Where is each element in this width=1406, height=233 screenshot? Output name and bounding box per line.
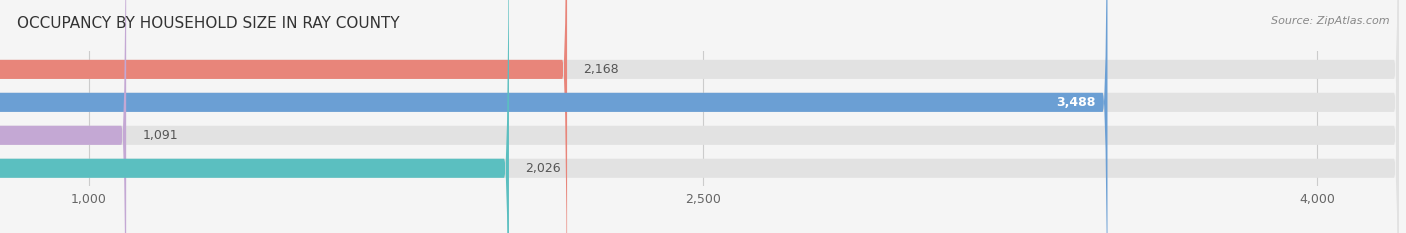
Text: OCCUPANCY BY HOUSEHOLD SIZE IN RAY COUNTY: OCCUPANCY BY HOUSEHOLD SIZE IN RAY COUNT… xyxy=(17,16,399,31)
Text: 2,168: 2,168 xyxy=(583,63,619,76)
FancyBboxPatch shape xyxy=(0,0,567,233)
Text: 2,026: 2,026 xyxy=(526,162,561,175)
Text: 3,488: 3,488 xyxy=(1056,96,1095,109)
FancyBboxPatch shape xyxy=(0,0,127,233)
Text: Source: ZipAtlas.com: Source: ZipAtlas.com xyxy=(1271,16,1389,26)
FancyBboxPatch shape xyxy=(0,0,1108,233)
FancyBboxPatch shape xyxy=(0,0,509,233)
Text: 1,091: 1,091 xyxy=(142,129,179,142)
